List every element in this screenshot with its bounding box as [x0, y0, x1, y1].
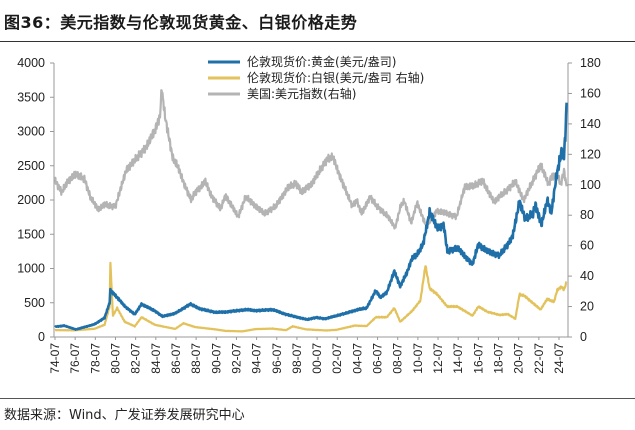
left-tick-label: 1500 [17, 227, 45, 241]
x-tick-label: 00-07 [310, 343, 324, 374]
series-line-usd-index [53, 89, 568, 230]
x-tick-label: 20-07 [512, 343, 526, 374]
source-note: 数据来源：Wind、广发证券发展研究中心 [4, 408, 245, 423]
right-tick-label: 140 [580, 117, 601, 131]
left-tick-label: 2000 [17, 193, 45, 207]
right-tick-label: 60 [580, 239, 594, 253]
x-tick-label: 18-07 [492, 343, 506, 374]
source-divider [0, 398, 635, 399]
series-line-gold [54, 102, 568, 331]
axes: 0 500 1000 1500 2000 2500 3000 3500 4000 0 20 40 60 8… [17, 56, 601, 374]
series-lines [53, 89, 568, 333]
left-tick-label: 4000 [17, 56, 45, 70]
x-tick-label: 84-07 [149, 343, 163, 374]
chart-title: 图36：美元指数与伦敦现货黄金、白银价格走势 [4, 13, 358, 32]
x-tick-label: 82-07 [129, 343, 143, 374]
x-tick-label: 78-07 [88, 343, 102, 374]
x-tick-label: 92-07 [229, 343, 243, 374]
x-tick-label: 96-07 [270, 343, 284, 374]
x-tick-label: 04-07 [350, 343, 364, 374]
right-tick-label: 40 [580, 269, 594, 283]
x-tick-label: 14-07 [451, 343, 465, 374]
left-tick-label: 3000 [17, 125, 45, 139]
left-tick-label: 0 [38, 330, 45, 344]
x-tick-label: 02-07 [330, 343, 344, 374]
x-tick-label: 12-07 [431, 343, 445, 374]
x-tick-label: 94-07 [250, 343, 264, 374]
right-tick-label: 180 [580, 56, 601, 70]
x-tick-label: 80-07 [108, 343, 122, 374]
x-tick-label: 22-07 [532, 343, 546, 374]
x-tick-label: 86-07 [169, 343, 183, 374]
left-tick-label: 1000 [17, 262, 45, 276]
chart: 0 500 1000 1500 2000 2500 3000 3500 4000 0 20 40 60 8… [17, 54, 601, 374]
right-tick-label: 100 [580, 178, 601, 192]
right-tick-label: 120 [580, 147, 601, 161]
x-tick-label: 16-07 [471, 343, 485, 374]
title-divider [0, 41, 635, 42]
left-tick-label: 3500 [17, 90, 45, 104]
series-line-silver [54, 261, 568, 333]
x-tick-label: 74-07 [48, 343, 62, 374]
x-tick-label: 08-07 [391, 343, 405, 374]
x-tick-label: 76-07 [68, 343, 82, 374]
right-tick-label: 80 [580, 208, 594, 222]
right-tick-label: 0 [580, 330, 587, 344]
x-tick-label: 10-07 [411, 343, 425, 374]
x-tick-label: 06-07 [371, 343, 385, 374]
legend-label: 伦敦现货价:黄金(美元/盎司) [247, 54, 396, 69]
x-tick-label: 24-07 [552, 343, 566, 374]
legend-label: 美国:美元指数(右轴) [247, 86, 356, 101]
left-tick-label: 2500 [17, 159, 45, 173]
legend-label: 伦敦现货价:白银(美元/盎司 右轴) [247, 70, 424, 85]
legend: 伦敦现货价:黄金(美元/盎司)伦敦现货价:白银(美元/盎司 右轴)美国:美元指数… [208, 54, 424, 101]
x-tick-label: 88-07 [189, 343, 203, 374]
x-tick-label: 98-07 [290, 343, 304, 374]
x-tick-label: 90-07 [209, 343, 223, 374]
right-tick-label: 160 [580, 86, 601, 100]
left-tick-label: 500 [24, 296, 45, 310]
right-tick-label: 20 [580, 300, 594, 314]
